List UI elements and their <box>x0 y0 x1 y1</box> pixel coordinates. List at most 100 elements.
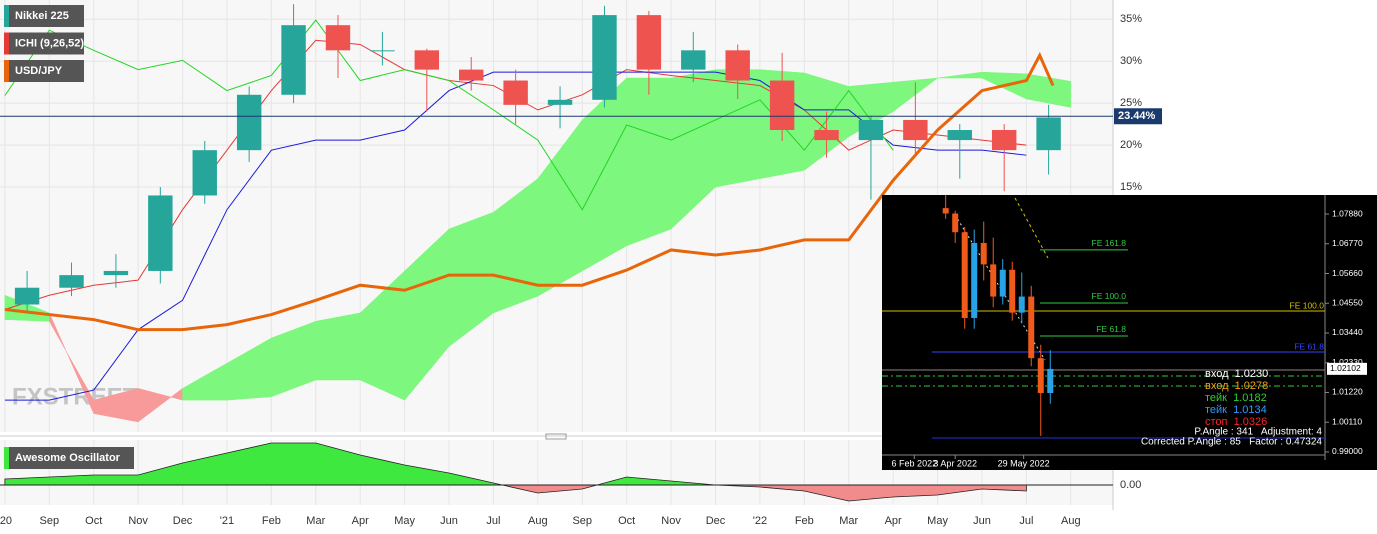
legend-swatch <box>4 447 9 469</box>
y-tick-label: 1.02330 <box>1332 357 1363 367</box>
x-tick-label: 29 May 2022 <box>998 458 1050 468</box>
candle-body <box>1028 296 1035 359</box>
candle-body <box>769 80 795 131</box>
candle-body <box>547 99 573 105</box>
y-tick-label: 0.00 <box>1120 479 1141 491</box>
x-tick-label: Oct <box>618 515 635 527</box>
candle-body <box>14 287 40 305</box>
cloud-segment <box>315 312 361 381</box>
candle-body <box>325 25 351 51</box>
fibo-label: FE 61.8 <box>1294 341 1324 351</box>
x-tick-label: Dec <box>706 515 726 527</box>
legend-label: USD/JPY <box>15 65 63 77</box>
oscillator-layer: 0.00 Awesome Oscillator <box>0 442 1141 502</box>
x-tick-label: Feb <box>795 515 814 527</box>
candle-body <box>370 50 395 52</box>
legend-box <box>4 60 84 82</box>
x-tick-label: Nov <box>661 515 681 527</box>
last-value-label: 23.44% <box>1118 110 1156 122</box>
legend-box <box>4 32 84 55</box>
candle-body <box>414 50 440 70</box>
candle-body <box>947 130 972 141</box>
candle-body <box>636 15 662 70</box>
candle-body <box>991 130 1017 151</box>
order-label: стоп 1.0326 <box>1205 416 1267 428</box>
candle-body <box>236 94 262 151</box>
candle-body <box>1018 296 1025 313</box>
splitter-handle[interactable] <box>545 433 567 440</box>
x-tick-label: Apr <box>352 515 369 527</box>
legend-box <box>4 5 84 27</box>
fibo-label: FE 61.8 <box>1096 324 1126 334</box>
candle-body <box>281 25 306 95</box>
candle-body <box>858 119 884 141</box>
y-tick-label: 1.05660 <box>1332 268 1363 278</box>
x-tick-label: Aug <box>1061 515 1081 527</box>
order-label: тейк 1.0182 <box>1205 392 1267 404</box>
x-tick-label: 6 Feb 2022 <box>892 458 938 468</box>
inset-chart: 1.07880 1.06770 1.05660 1.04550 1.03440 1.023… <box>882 194 1377 470</box>
x-tick-label: 3 Apr 2022 <box>933 458 977 468</box>
x-tick-label: '21 <box>220 515 234 527</box>
x-tick-label: Jun <box>440 515 458 527</box>
x-tick-label: Dec <box>173 515 193 527</box>
legend-box <box>4 447 134 469</box>
main-layer: FXSTREET <box>0 0 1113 432</box>
x-tick-label: '22 <box>753 515 767 527</box>
candle-body <box>503 80 528 105</box>
legend-label: ICHI (9,26,52) <box>15 37 84 49</box>
candle-body <box>725 50 750 81</box>
x-tick-label: Jul <box>486 515 500 527</box>
order-label: вход 1.0230 <box>1205 368 1268 380</box>
x-tick-label: May <box>394 515 415 527</box>
y-tick-label: 25% <box>1120 97 1142 109</box>
y-tick-label: 1.04550 <box>1332 298 1363 308</box>
x-tick-label: Oct <box>85 515 102 527</box>
candle-body <box>971 242 978 318</box>
legend-swatch <box>4 5 9 27</box>
candle-body <box>1036 117 1061 151</box>
y-tick-label: 1.06770 <box>1332 238 1363 248</box>
x-tick-label: Jul <box>1019 515 1033 527</box>
candle-body <box>999 269 1006 297</box>
x-tick-label: Sep <box>572 515 592 527</box>
candle-body <box>952 213 959 233</box>
order-label: тейк 1.0134 <box>1205 404 1267 416</box>
oscillator-area <box>4 442 1027 502</box>
y-tick-label: 0.99000 <box>1332 446 1363 456</box>
legend-label: Awesome Oscillator <box>15 452 121 464</box>
candle-body <box>903 119 928 141</box>
usdjpy-line <box>4 51 1055 332</box>
x-tick-label: Apr <box>885 515 902 527</box>
candle-body <box>681 50 706 70</box>
candle-body <box>592 15 617 100</box>
last-value-box <box>1114 108 1162 125</box>
x-tick-label: May <box>927 515 948 527</box>
candle-body <box>942 208 949 214</box>
candle-body <box>103 270 129 276</box>
cloud-segment <box>1026 73 1072 108</box>
y-tick-label: 1.00110 <box>1332 416 1362 426</box>
candle-body <box>980 242 987 265</box>
candle-body <box>59 275 84 288</box>
current-value-box <box>1327 362 1367 375</box>
candle-body <box>961 232 968 318</box>
cloud-segment <box>626 77 672 247</box>
y-tick-label: 1.03440 <box>1332 327 1363 337</box>
current-value-label: 1.02102 <box>1330 363 1361 373</box>
y-tick-label: 35% <box>1120 13 1142 25</box>
x-tick-label: Aug <box>528 515 548 527</box>
fibo-label: FE 100.0 <box>1290 300 1325 310</box>
order-label: вход 1.0278 <box>1205 380 1268 392</box>
candle-body <box>148 195 173 271</box>
x-tick-label: Feb <box>262 515 281 527</box>
footer-label: P.Angle : 341 Adjustment: 4 <box>1194 427 1322 438</box>
y-tick-label: 15% <box>1120 181 1142 193</box>
y-tick-label: 20% <box>1120 139 1142 151</box>
legend-swatch <box>4 60 9 82</box>
legend-label: Nikkei 225 <box>15 10 69 22</box>
x-tick-label: Mar <box>839 515 858 527</box>
fibo-label: FE 161.8 <box>1092 238 1127 248</box>
ichimoku-line <box>4 19 894 211</box>
